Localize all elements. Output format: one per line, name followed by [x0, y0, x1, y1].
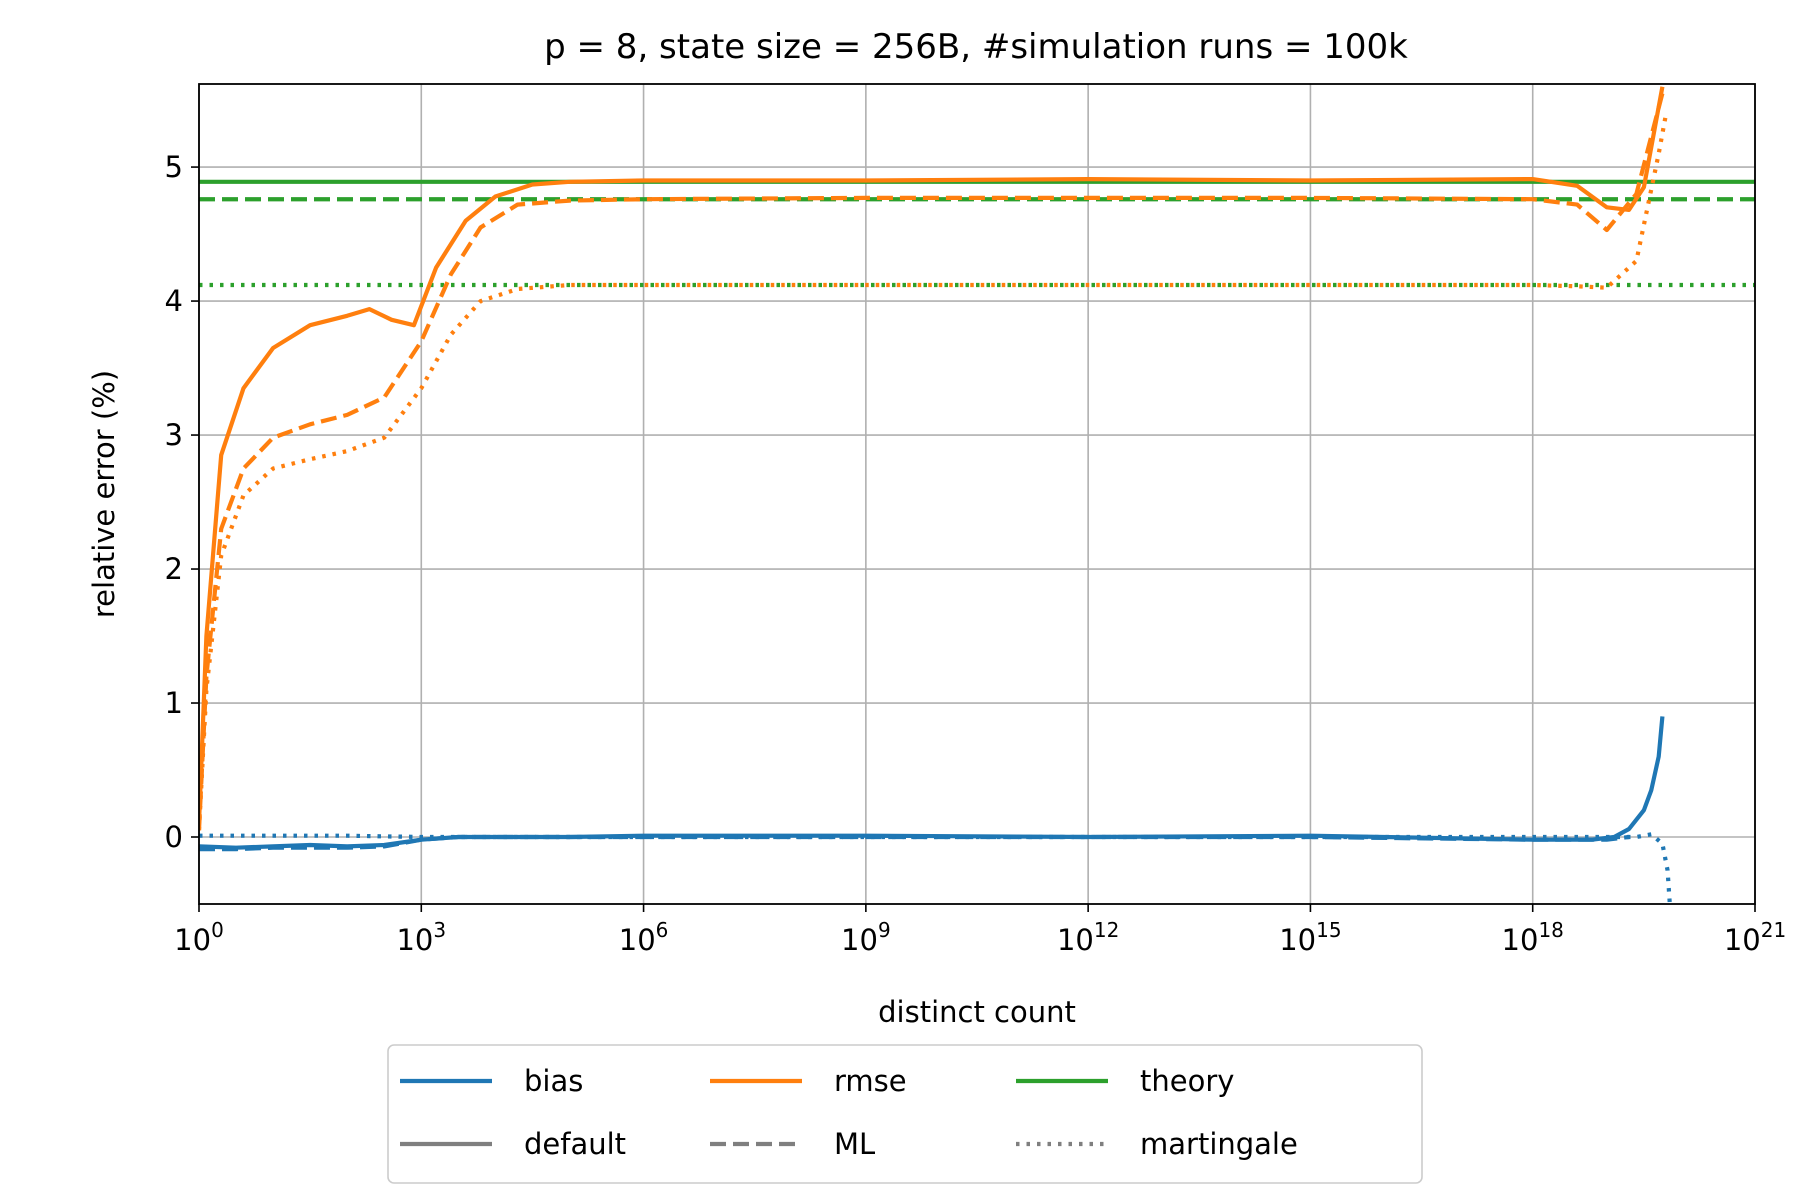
y-tick-label: 3 — [165, 418, 183, 452]
y-tick-label: 0 — [165, 820, 183, 854]
bias-martingale-line — [199, 832, 1672, 904]
x-tick-label: 103 — [396, 918, 446, 957]
plot-frame — [198, 83, 1756, 905]
legend-box — [387, 1044, 1423, 1184]
x-tick-label: 1021 — [1724, 918, 1786, 957]
x-axis-label: distinct count — [878, 995, 1076, 1029]
y-tick-label: 1 — [165, 686, 183, 720]
x-tick-label: 1018 — [1502, 918, 1564, 957]
legend-label-martingale: martingale — [1140, 1127, 1298, 1161]
x-tick-label: 1015 — [1279, 918, 1341, 957]
legend: bias rmse theory default ML martingale — [387, 1044, 1423, 1184]
y-tick-label: 5 — [165, 150, 183, 184]
x-tick-label: 109 — [841, 918, 891, 957]
y-axis-label: relative error (%) — [87, 370, 121, 618]
bias-ML-line — [199, 834, 1630, 852]
axis-ticks: 100 103 106 109 1012 1015 1018 1021 0 1 2 3 4 5 — [165, 150, 1787, 957]
chart-title: p = 8, state size = 256B, #simulation ru… — [544, 27, 1408, 67]
legend-label-ml: ML — [834, 1127, 875, 1161]
x-tick-label: 1012 — [1057, 918, 1119, 957]
legend-label-rmse: rmse — [834, 1064, 907, 1098]
rmse-ML-line — [199, 92, 1665, 831]
legend-label-default: default — [524, 1127, 626, 1161]
x-tick-label: 106 — [619, 918, 669, 957]
rmse-martingale-line — [199, 113, 1669, 831]
y-tick-label: 4 — [165, 284, 183, 318]
legend-label-bias: bias — [524, 1064, 583, 1098]
grid-layer — [198, 84, 1756, 904]
rmse-default-line — [199, 86, 1665, 824]
legend-label-theory: theory — [1140, 1064, 1234, 1098]
bias-default-line — [199, 716, 1665, 850]
x-tick-label: 100 — [174, 918, 224, 957]
plot-area — [199, 86, 1755, 904]
y-tick-label: 2 — [165, 552, 183, 586]
